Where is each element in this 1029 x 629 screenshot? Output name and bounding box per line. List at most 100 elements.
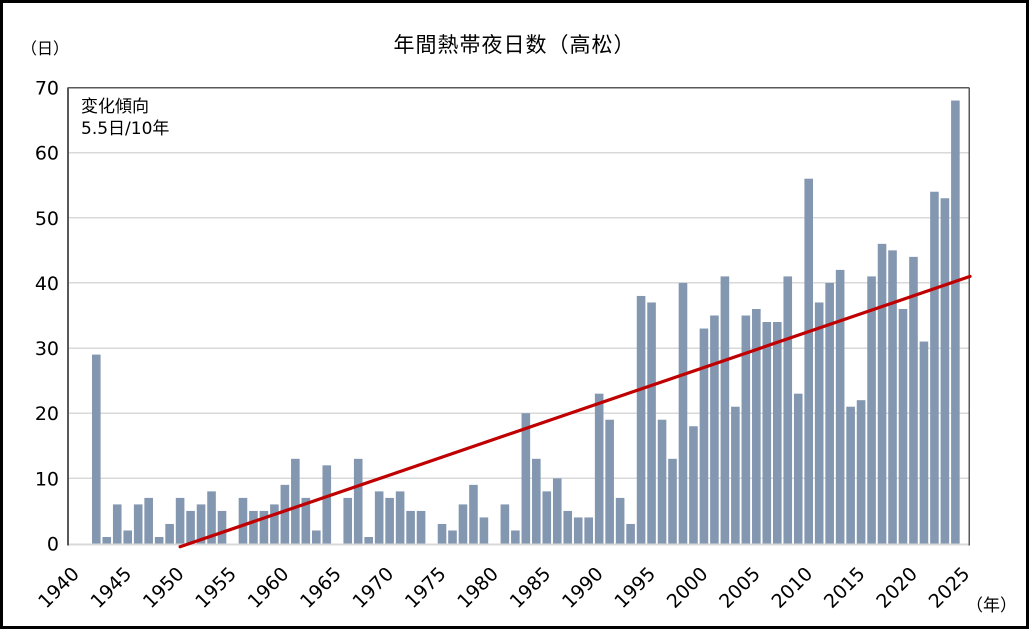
- x-tick-label-2015: 2015: [820, 563, 870, 613]
- bar-year-1959: [270, 504, 279, 544]
- bar-year-1944: [112, 504, 122, 544]
- x-tick-label-1995: 1995: [610, 563, 660, 613]
- x-tick-label-2020: 2020: [872, 563, 922, 613]
- trend-annotation-line2: 5.5日/10年: [81, 119, 170, 139]
- bar-year-1991: [605, 419, 614, 544]
- y-tick-label-50: 50: [35, 208, 59, 230]
- bar-year-1990: [594, 393, 604, 544]
- bar-year-1979: [479, 517, 489, 544]
- bar-year-1947: [144, 497, 153, 544]
- bar-year-1951: [186, 510, 195, 544]
- bar-year-2023: [940, 198, 950, 544]
- y-axis-unit-label: （日）: [21, 39, 70, 58]
- bar-year-2022: [930, 191, 939, 544]
- x-tick-label-2005: 2005: [715, 563, 765, 613]
- bar-year-1946: [133, 504, 143, 544]
- bar-year-2017: [877, 243, 887, 544]
- trend-line: [178, 274, 972, 549]
- bar-year-2015: [856, 400, 866, 544]
- bar-year-1997: [668, 458, 677, 544]
- bar-year-2021: [919, 341, 929, 544]
- x-tick-label-1940: 1940: [34, 563, 84, 613]
- bar-year-1989: [584, 517, 593, 544]
- bar-year-1966: [343, 497, 353, 544]
- bar-year-1967: [353, 458, 363, 544]
- bar-year-2002: [720, 276, 730, 544]
- x-tick-label-1975: 1975: [401, 563, 451, 613]
- bar-year-1993: [626, 523, 635, 544]
- bar-year-1969: [374, 491, 384, 544]
- bar-year-1961: [291, 458, 300, 544]
- bar-year-2008: [783, 276, 793, 544]
- bar-year-1970: [385, 497, 394, 544]
- bar-year-1957: [249, 510, 258, 544]
- bar-year-2001: [710, 315, 719, 544]
- bar-year-1962: [301, 497, 311, 544]
- bar-year-1949: [165, 523, 174, 544]
- x-tick-label-1980: 1980: [453, 563, 503, 613]
- bar-year-1986: [552, 478, 562, 544]
- bar-year-1942: [91, 354, 101, 544]
- bar-year-1971: [395, 491, 405, 544]
- x-tick-label-1960: 1960: [244, 563, 294, 613]
- bar-year-1975: [437, 523, 447, 544]
- bar-year-1999: [689, 426, 698, 544]
- bar-year-1945: [123, 530, 133, 544]
- bar-year-1963: [311, 530, 321, 544]
- bar-year-2013: [835, 269, 845, 544]
- x-tick-label-1950: 1950: [139, 563, 189, 613]
- bar-year-1954: [217, 510, 227, 544]
- x-axis-unit-label: （年）: [966, 596, 1017, 616]
- bar-year-1952: [196, 504, 206, 544]
- bar-year-1998: [678, 282, 688, 544]
- x-tick-label-1985: 1985: [506, 563, 556, 613]
- bar-year-2018: [888, 250, 897, 544]
- chart-title: 年間熱帯夜日数（高松）: [393, 33, 636, 57]
- bar-year-2019: [898, 308, 908, 544]
- bar-year-1987: [563, 510, 573, 544]
- bar-year-1960: [280, 484, 290, 544]
- bar-year-2020: [909, 256, 918, 544]
- bar-year-1948: [154, 536, 164, 544]
- y-tick-label-70: 70: [35, 78, 59, 100]
- bar-year-2012: [825, 282, 834, 544]
- bar-year-2006: [762, 322, 772, 544]
- y-tick-label-40: 40: [35, 273, 59, 295]
- bar-year-1985: [542, 491, 552, 544]
- bar-year-1977: [458, 504, 468, 544]
- trend-annotation: 変化傾向 5.5日/10年: [81, 96, 169, 140]
- bar-year-1983: [521, 413, 531, 544]
- bar-year-1984: [532, 458, 541, 544]
- bar-year-1958: [259, 510, 269, 544]
- bar-year-1982: [511, 530, 520, 544]
- y-tick-label-20: 20: [35, 403, 59, 425]
- bar-year-2009: [793, 393, 803, 544]
- y-tick-label-30: 30: [35, 338, 59, 360]
- x-tick-label-1945: 1945: [87, 563, 137, 613]
- bar-year-1994: [636, 295, 646, 544]
- bar-year-2011: [814, 302, 824, 544]
- bar-year-1973: [416, 510, 426, 544]
- bar-year-2016: [867, 276, 876, 544]
- bar-year-1996: [657, 419, 667, 544]
- bar-year-2005: [752, 308, 761, 544]
- bar-year-1950: [175, 497, 185, 544]
- bar-year-2010: [804, 178, 814, 544]
- bar-year-1968: [364, 536, 373, 544]
- bar-year-1988: [573, 517, 583, 544]
- bar-year-2014: [846, 406, 855, 544]
- bar-year-2004: [741, 315, 751, 544]
- bar-year-1964: [322, 465, 332, 544]
- x-tick-label-1990: 1990: [558, 563, 608, 613]
- bar-year-1972: [406, 510, 415, 544]
- x-tick-label-2000: 2000: [663, 563, 713, 613]
- bar-year-1956: [238, 497, 248, 544]
- bar-year-1981: [500, 504, 510, 544]
- bar-year-1995: [647, 302, 656, 544]
- x-tick-label-1965: 1965: [296, 563, 346, 613]
- trend-annotation-line1: 変化傾向: [81, 97, 149, 117]
- y-tick-label-60: 60: [35, 143, 59, 165]
- x-tick-label-2010: 2010: [767, 563, 817, 613]
